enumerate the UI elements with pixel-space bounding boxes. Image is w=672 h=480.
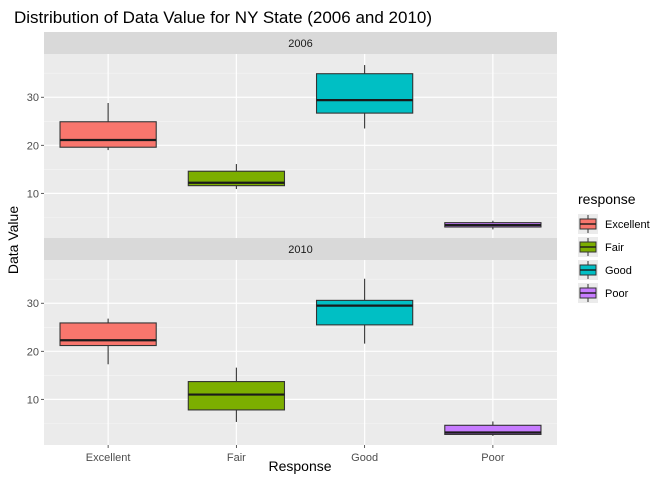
facet-strip [44, 32, 557, 54]
box-iqr [315, 73, 414, 114]
box-iqr [315, 299, 414, 326]
box-good-2010 [315, 278, 414, 344]
legend-item-good: Good [578, 260, 632, 280]
legend-item-excellent: Excellent [578, 214, 650, 234]
box-fair-2006 [187, 164, 286, 190]
box-poor-2006 [444, 220, 542, 230]
y-tick-label: 20 [27, 346, 39, 358]
legend: response Excellent Fair Good Poor [578, 191, 650, 303]
legend-label: Excellent [605, 219, 650, 231]
x-tick-label: Poor [481, 452, 505, 464]
box-good-2006 [315, 65, 414, 129]
box-excellent-2006 [59, 103, 157, 151]
y-tick-label: 20 [27, 140, 39, 152]
box-iqr [444, 424, 542, 435]
facet-strip-label: 2006 [288, 38, 312, 50]
y-axis-title: Data Value [5, 206, 21, 274]
facet-strip [44, 238, 557, 260]
box-iqr [59, 322, 157, 347]
legend-item-fair: Fair [578, 237, 624, 257]
x-axis-title: Response [268, 458, 331, 474]
legend-item-poor: Poor [578, 283, 629, 303]
x-tick-label: Fair [227, 452, 246, 464]
y-tick-label: 10 [27, 394, 39, 406]
box-iqr [59, 121, 157, 148]
box-fair-2010 [187, 367, 286, 422]
box-poor-2010 [444, 421, 542, 436]
chart-title: Distribution of Data Value for NY State … [14, 8, 432, 27]
x-axis: Excellent Fair Good Poor [86, 445, 505, 464]
y-tick-label: 30 [27, 298, 39, 310]
y-tick-label: 30 [27, 92, 39, 104]
legend-label: Good [605, 265, 632, 277]
x-tick-label: Excellent [86, 452, 131, 464]
box-excellent-2010 [59, 318, 157, 365]
legend-title: response [578, 191, 636, 207]
panel-background [44, 260, 557, 445]
legend-label: Fair [605, 242, 624, 254]
legend-label: Poor [605, 288, 629, 300]
facet-panel-2006: 2006 10 20 30 [27, 32, 557, 239]
y-tick-label: 10 [27, 188, 39, 200]
x-tick-label: Good [351, 452, 378, 464]
box-iqr [187, 381, 286, 411]
facet-strip-label: 2010 [288, 244, 312, 256]
